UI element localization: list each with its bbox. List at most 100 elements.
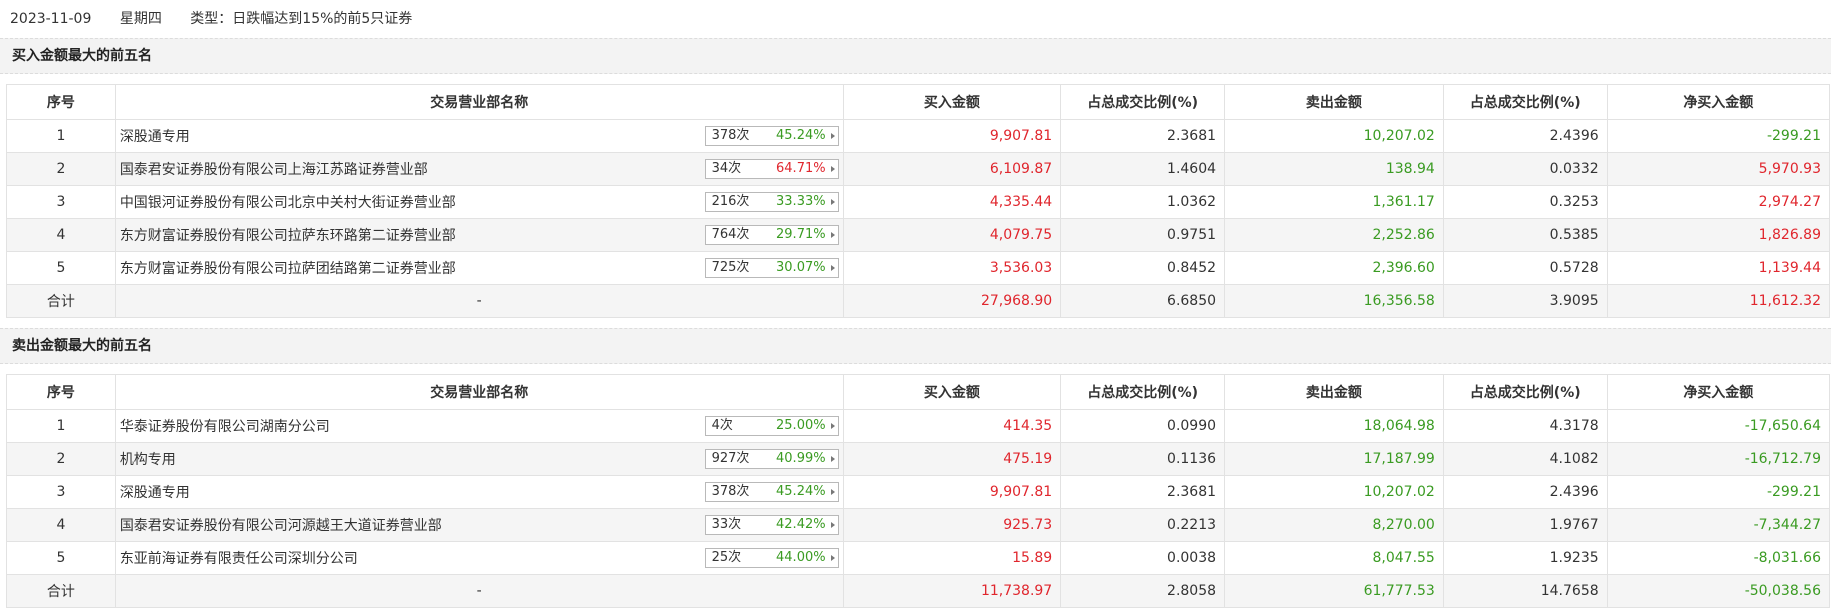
success-rate: 25.00% [776, 418, 826, 433]
broker-name-link[interactable]: 东方财富证券股份有限公司拉萨东环路第二证券营业部 [119, 228, 456, 244]
caret-right-icon [830, 199, 835, 205]
col-sell-amount: 卖出金额 [1224, 84, 1444, 120]
sell-ratio: 0.0332 [1442, 152, 1608, 186]
caret-right-icon [830, 265, 835, 271]
sell-amount: 17,187.99 [1224, 442, 1444, 476]
broker-name-link[interactable]: 深股通专用 [119, 485, 190, 501]
buy-section-title: 买入金额最大的前五名 [0, 38, 1831, 74]
broker-stats-badge[interactable]: 725次 30.07% [704, 258, 839, 278]
broker-name-link[interactable]: 东亚前海证券有限责任公司深圳分公司 [119, 551, 358, 567]
broker-name-cell: 深股通专用 378次 45.24% [114, 119, 844, 153]
total-name: - [114, 284, 844, 318]
table-row: 3 中国银河证券股份有限公司北京中关村大街证券营业部 216次 33.33% 4,335… [6, 185, 1831, 219]
col-buy-ratio: 占总成交比例(%) [1060, 374, 1226, 410]
buy-ratio: 0.0990 [1060, 409, 1226, 443]
broker-name-cell: 深股通专用 378次 45.24% [114, 475, 844, 509]
list-type: 类型：日跌幅达到15%的前5只证券 [190, 11, 413, 27]
broker-name-cell: 中国银河证券股份有限公司北京中关村大街证券营业部 216次 33.33% [114, 185, 844, 219]
sell-ratio: 4.1082 [1442, 442, 1608, 476]
sell-section-title: 卖出金额最大的前五名 [0, 328, 1831, 364]
total-sell-amount: 61,777.53 [1224, 574, 1444, 608]
sell-amount: 2,396.60 [1224, 251, 1444, 285]
caret-right-icon [830, 456, 835, 462]
buy-amount: 9,907.81 [842, 119, 1062, 153]
buy-ratio: 0.9751 [1060, 218, 1226, 252]
table-row: 2 国泰君安证券股份有限公司上海江苏路证券营业部 34次 64.71% 6,109.87… [6, 152, 1831, 186]
table-header-row: 序号 交易营业部名称 买入金额 占总成交比例(%) 卖出金额 占总成交比例(%)… [6, 84, 1831, 120]
broker-name-link[interactable]: 华泰证券股份有限公司湖南分公司 [119, 419, 330, 435]
sell-amount: 138.94 [1224, 152, 1444, 186]
col-index: 序号 [6, 84, 116, 120]
listing-count: 4次 [711, 418, 733, 433]
broker-name-link[interactable]: 中国银河证券股份有限公司北京中关村大街证券营业部 [119, 195, 456, 211]
row-index: 1 [6, 119, 116, 153]
broker-name-link[interactable]: 国泰君安证券股份有限公司河源越王大道证券营业部 [119, 518, 442, 534]
broker-stats-badge[interactable]: 34次 64.71% [704, 159, 839, 179]
table-row: 5 东方财富证券股份有限公司拉萨团结路第二证券营业部 725次 30.07% 3,536… [6, 251, 1831, 285]
caret-right-icon [830, 555, 835, 561]
broker-stats-badge[interactable]: 927次 40.99% [704, 449, 839, 469]
buy-ratio: 1.4604 [1060, 152, 1226, 186]
buy-amount: 925.73 [842, 508, 1062, 542]
success-rate: 44.00% [776, 550, 826, 565]
sell-amount: 8,270.00 [1224, 508, 1444, 542]
broker-stats-badge[interactable]: 216次 33.33% [704, 192, 839, 212]
buy-ratio: 0.0038 [1060, 541, 1226, 575]
listing-count: 378次 [711, 128, 750, 143]
listing-count: 378次 [711, 484, 750, 499]
buy-ratio: 0.2213 [1060, 508, 1226, 542]
total-sell-amount: 16,356.58 [1224, 284, 1444, 318]
sell-ratio: 1.9235 [1442, 541, 1608, 575]
sell-ratio: 1.9767 [1442, 508, 1608, 542]
success-rate: 45.24% [776, 128, 826, 143]
caret-right-icon [830, 232, 835, 238]
net-buy-amount: 1,139.44 [1606, 251, 1831, 285]
broker-stats-badge[interactable]: 378次 45.24% [704, 482, 839, 502]
table-row: 1 华泰证券股份有限公司湖南分公司 4次 25.00% 414.35 0.0990 18,0… [6, 409, 1831, 443]
net-buy-amount: -7,344.27 [1606, 508, 1831, 542]
broker-stats-badge[interactable]: 378次 45.24% [704, 126, 839, 146]
broker-name-link[interactable]: 东方财富证券股份有限公司拉萨团结路第二证券营业部 [119, 261, 456, 277]
total-buy-amount: 11,738.97 [842, 574, 1062, 608]
broker-name-link[interactable]: 深股通专用 [119, 129, 190, 145]
total-sell-ratio: 3.9095 [1442, 284, 1608, 318]
col-net-buy: 净买入金额 [1606, 84, 1831, 120]
success-rate: 30.07% [776, 260, 826, 275]
listing-count: 216次 [711, 194, 750, 209]
row-index: 3 [6, 185, 116, 219]
broker-stats-badge[interactable]: 33次 42.42% [704, 515, 839, 535]
net-buy-amount: 1,826.89 [1606, 218, 1831, 252]
sell-table-body: 1 华泰证券股份有限公司湖南分公司 4次 25.00% 414.35 0.0990 18,0… [6, 409, 1831, 608]
broker-name-cell: 东方财富证券股份有限公司拉萨东环路第二证券营业部 764次 29.71% [114, 218, 844, 252]
total-net-buy: -50,038.56 [1606, 574, 1831, 608]
broker-name-link[interactable]: 国泰君安证券股份有限公司上海江苏路证券营业部 [119, 162, 428, 178]
col-buy-ratio: 占总成交比例(%) [1060, 84, 1226, 120]
row-index: 5 [6, 541, 116, 575]
buy-ratio: 0.8452 [1060, 251, 1226, 285]
broker-name-cell: 机构专用 927次 40.99% [114, 442, 844, 476]
net-buy-amount: -8,031.66 [1606, 541, 1831, 575]
col-sell-amount: 卖出金额 [1224, 374, 1444, 410]
table-row: 5 东亚前海证券有限责任公司深圳分公司 25次 44.00% 15.89 0.0038 8,… [6, 541, 1831, 575]
row-index: 4 [6, 508, 116, 542]
net-buy-amount: -299.21 [1606, 475, 1831, 509]
col-sell-ratio: 占总成交比例(%) [1442, 374, 1608, 410]
sell-ratio: 2.4396 [1442, 119, 1608, 153]
success-rate: 42.42% [776, 517, 826, 532]
buy-ratio: 2.3681 [1060, 119, 1226, 153]
broker-name-link[interactable]: 机构专用 [119, 452, 176, 468]
info-bar: 2023-11-09 星期四 类型：日跌幅达到15%的前5只证券 [0, 0, 1831, 38]
broker-stats-badge[interactable]: 25次 44.00% [704, 548, 839, 568]
table-row: 3 深股通专用 378次 45.24% 9,907.81 2.3681 10,207.02 2… [6, 475, 1831, 509]
total-name: - [114, 574, 844, 608]
sell-amount: 1,361.17 [1224, 185, 1444, 219]
broker-stats-badge[interactable]: 764次 29.71% [704, 225, 839, 245]
sell-amount: 8,047.55 [1224, 541, 1444, 575]
success-rate: 40.99% [776, 451, 826, 466]
weekday: 星期四 [119, 11, 162, 27]
broker-stats-badge[interactable]: 4次 25.00% [704, 416, 839, 436]
table-row: 2 机构专用 927次 40.99% 475.19 0.1136 17,187.99 4.10… [6, 442, 1831, 476]
col-sell-ratio: 占总成交比例(%) [1442, 84, 1608, 120]
col-buy-amount: 买入金额 [842, 374, 1062, 410]
net-buy-amount: -16,712.79 [1606, 442, 1831, 476]
